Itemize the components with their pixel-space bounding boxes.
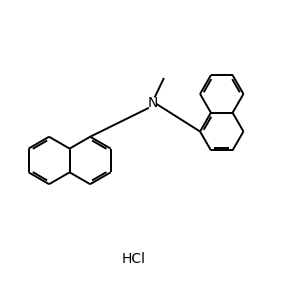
Text: HCl: HCl [122, 252, 146, 266]
Text: N: N [147, 95, 157, 110]
